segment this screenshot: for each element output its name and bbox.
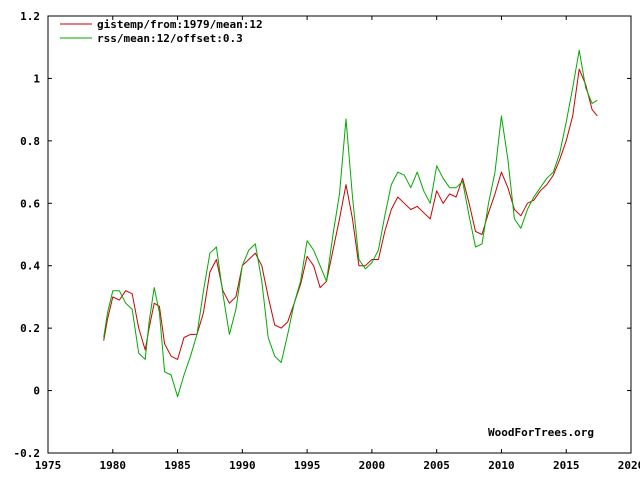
legend: gistemp/from:1979/mean:12 rss/mean:12/of…	[60, 18, 263, 45]
y-tick-label: 0.6	[20, 197, 40, 210]
x-tick-label: 2000	[359, 459, 386, 472]
x-tick-label: 2020	[618, 459, 640, 472]
y-tick-label: 0.4	[20, 260, 40, 273]
credit-text: WoodForTrees.org	[488, 426, 594, 439]
x-tick-label: 1980	[100, 459, 127, 472]
series-line-gistemp	[103, 68, 598, 360]
x-axis: 1975 1980 1985 1990 1995 2000 2005 2010 2015 2020	[35, 16, 640, 472]
x-tick-label: 1975	[35, 459, 62, 472]
x-tick-label: 2015	[553, 459, 580, 472]
x-tick-label: 1990	[229, 459, 256, 472]
x-tick-label: 2005	[423, 459, 450, 472]
series-layer	[103, 49, 598, 398]
x-tick-label: 1995	[294, 459, 321, 472]
series-line-rss	[103, 49, 598, 398]
legend-label-rss: rss/mean:12/offset:0.3	[97, 32, 243, 45]
y-tick-label: 1.2	[20, 10, 40, 23]
y-tick-label: -0.2	[14, 447, 41, 460]
x-tick-label: 2010	[488, 459, 515, 472]
y-tick-label: 0	[33, 385, 40, 398]
plot-area	[47, 15, 632, 454]
y-tick-label: 0.8	[20, 135, 40, 148]
y-tick-label: 1	[33, 72, 40, 85]
y-axis: -0.2 0 0.2 0.4 0.6 0.8 1 1.2	[14, 10, 631, 460]
y-tick-label: 0.2	[20, 322, 40, 335]
legend-label-gistemp: gistemp/from:1979/mean:12	[97, 18, 263, 31]
x-tick-label: 1985	[164, 459, 191, 472]
